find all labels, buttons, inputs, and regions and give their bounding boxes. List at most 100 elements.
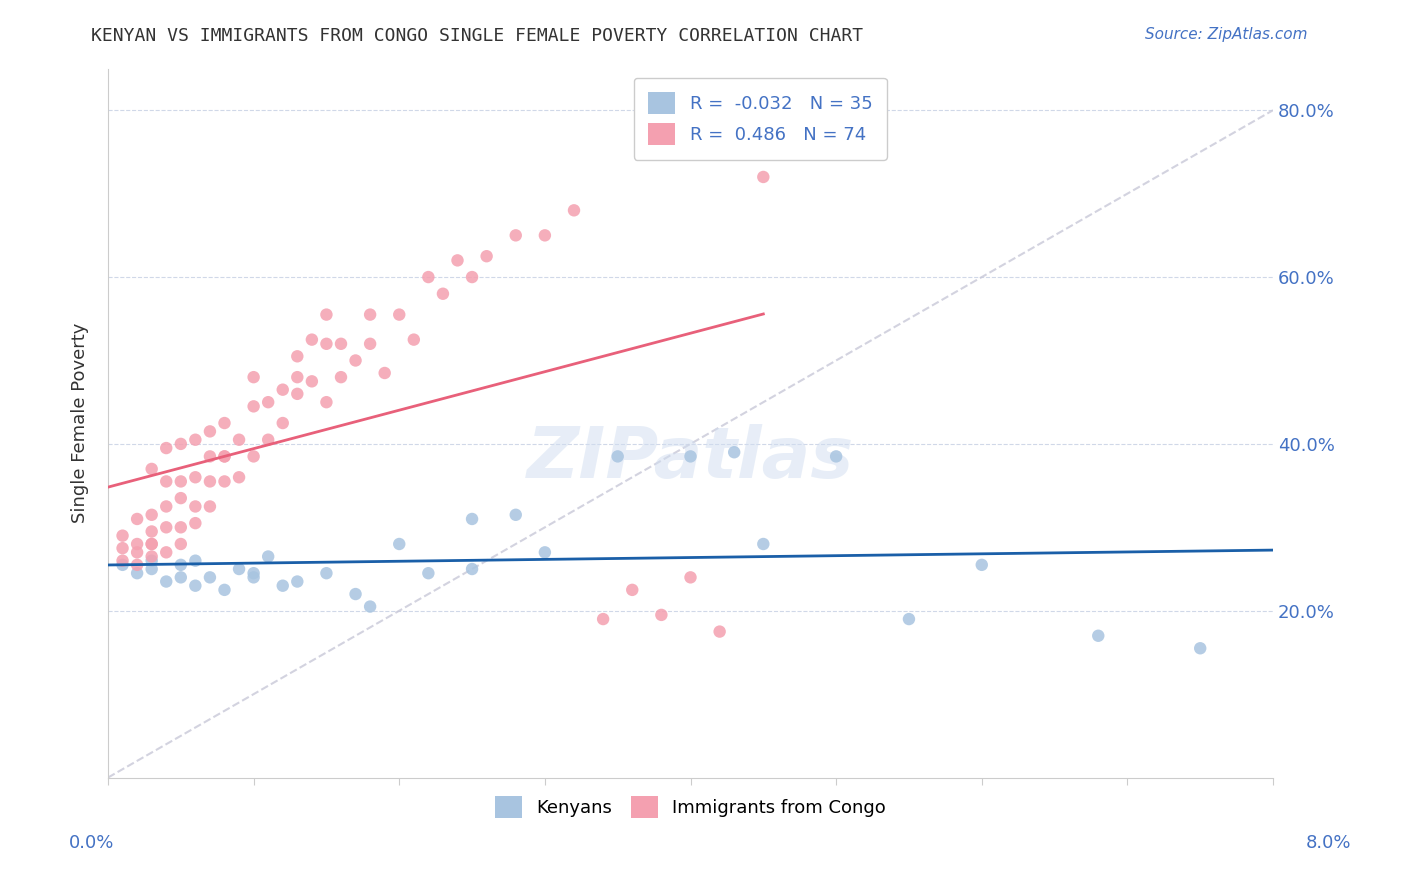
Immigrants from Congo (170, 437, 193, 451)
Immigrants from Congo (111, 554, 134, 568)
Immigrants from Congo (214, 450, 236, 464)
Immigrants from Congo (184, 470, 207, 484)
Immigrants from Congo (214, 450, 236, 464)
Immigrants from Congo (418, 270, 440, 285)
Text: KENYAN VS IMMIGRANTS FROM CONGO SINGLE FEMALE POVERTY CORRELATION CHART: KENYAN VS IMMIGRANTS FROM CONGO SINGLE F… (91, 27, 863, 45)
Kenyans (606, 450, 628, 464)
Kenyans (242, 566, 264, 581)
Kenyans (344, 587, 367, 601)
Kenyans (461, 512, 484, 526)
Immigrants from Congo (301, 333, 323, 347)
Kenyans (228, 562, 250, 576)
Immigrants from Congo (228, 433, 250, 447)
Immigrants from Congo (285, 349, 308, 363)
Immigrants from Congo (562, 203, 585, 218)
Immigrants from Congo (257, 433, 280, 447)
Immigrants from Congo (650, 607, 672, 622)
Immigrants from Congo (184, 500, 207, 514)
Immigrants from Congo (271, 383, 294, 397)
Immigrants from Congo (330, 370, 353, 384)
Immigrants from Congo (214, 416, 236, 430)
Immigrants from Congo (315, 395, 337, 409)
Kenyans (461, 562, 484, 576)
Kenyans (111, 558, 134, 572)
Immigrants from Congo (141, 549, 163, 564)
Immigrants from Congo (141, 462, 163, 476)
Immigrants from Congo (141, 508, 163, 522)
Immigrants from Congo (461, 270, 484, 285)
Kenyans (141, 562, 163, 576)
Immigrants from Congo (242, 370, 264, 384)
Immigrants from Congo (388, 308, 411, 322)
Kenyans (825, 450, 848, 464)
Immigrants from Congo (214, 475, 236, 489)
Kenyans (170, 558, 193, 572)
Immigrants from Congo (198, 450, 221, 464)
Immigrants from Congo (242, 450, 264, 464)
Text: 0.0%: 0.0% (69, 834, 114, 852)
Immigrants from Congo (315, 336, 337, 351)
Kenyans (127, 566, 149, 581)
Kenyans (359, 599, 381, 614)
Kenyans (388, 537, 411, 551)
Immigrants from Congo (127, 512, 149, 526)
Kenyans (534, 545, 557, 559)
Immigrants from Congo (170, 537, 193, 551)
Kenyans (242, 570, 264, 584)
Immigrants from Congo (111, 529, 134, 543)
Immigrants from Congo (432, 286, 454, 301)
Kenyans (1087, 629, 1109, 643)
Kenyans (418, 566, 440, 581)
Immigrants from Congo (127, 558, 149, 572)
Immigrants from Congo (679, 570, 702, 584)
Immigrants from Congo (141, 537, 163, 551)
Immigrants from Congo (141, 524, 163, 539)
Immigrants from Congo (155, 441, 177, 455)
Kenyans (505, 508, 527, 522)
Text: Source: ZipAtlas.com: Source: ZipAtlas.com (1144, 27, 1308, 42)
Immigrants from Congo (198, 500, 221, 514)
Kenyans (897, 612, 920, 626)
Kenyans (1189, 641, 1212, 656)
Immigrants from Congo (257, 395, 280, 409)
Kenyans (752, 537, 775, 551)
Immigrants from Congo (170, 520, 193, 534)
Immigrants from Congo (621, 582, 644, 597)
Immigrants from Congo (271, 416, 294, 430)
Immigrants from Congo (198, 475, 221, 489)
Legend: Kenyans, Immigrants from Congo: Kenyans, Immigrants from Congo (488, 789, 893, 825)
Kenyans (214, 582, 236, 597)
Immigrants from Congo (184, 516, 207, 530)
Immigrants from Congo (242, 400, 264, 414)
Kenyans (170, 570, 193, 584)
Immigrants from Congo (592, 612, 614, 626)
Kenyans (970, 558, 993, 572)
Kenyans (285, 574, 308, 589)
Immigrants from Congo (359, 308, 381, 322)
Immigrants from Congo (446, 253, 468, 268)
Immigrants from Congo (315, 308, 337, 322)
Y-axis label: Single Female Poverty: Single Female Poverty (72, 323, 89, 524)
Kenyans (271, 579, 294, 593)
Kenyans (155, 574, 177, 589)
Text: ZIPatlas: ZIPatlas (527, 424, 855, 493)
Immigrants from Congo (111, 541, 134, 556)
Immigrants from Congo (374, 366, 396, 380)
Immigrants from Congo (127, 537, 149, 551)
Immigrants from Congo (141, 537, 163, 551)
Kenyans (141, 554, 163, 568)
Immigrants from Congo (709, 624, 731, 639)
Immigrants from Congo (170, 491, 193, 505)
Text: 8.0%: 8.0% (1306, 834, 1351, 852)
Immigrants from Congo (359, 336, 381, 351)
Immigrants from Congo (505, 228, 527, 243)
Immigrants from Congo (402, 333, 425, 347)
Immigrants from Congo (752, 169, 775, 184)
Immigrants from Congo (127, 545, 149, 559)
Immigrants from Congo (184, 433, 207, 447)
Kenyans (198, 570, 221, 584)
Kenyans (257, 549, 280, 564)
Immigrants from Congo (330, 336, 353, 351)
Immigrants from Congo (170, 475, 193, 489)
Immigrants from Congo (155, 545, 177, 559)
